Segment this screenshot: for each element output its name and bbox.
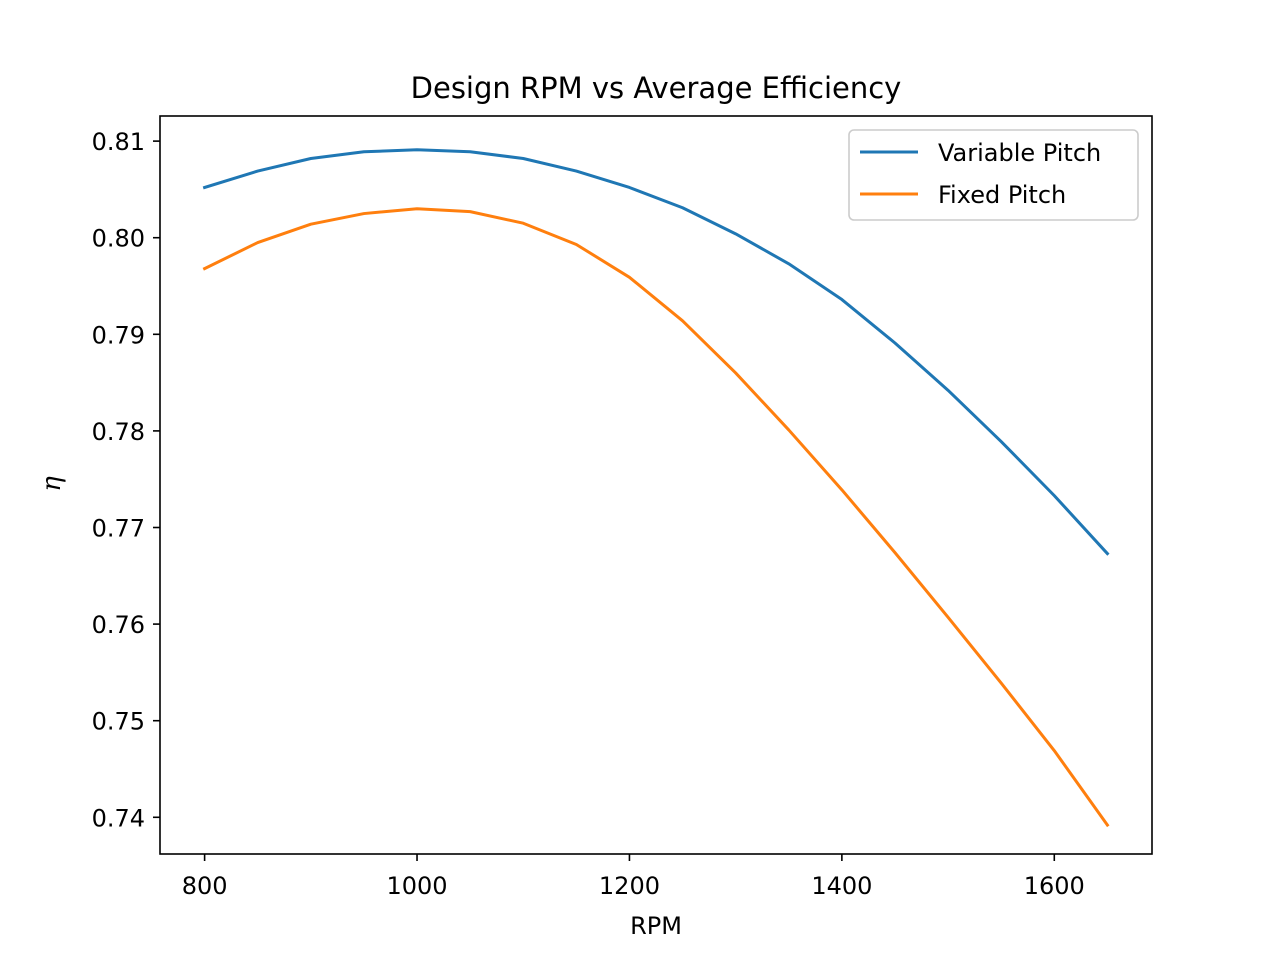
x-tick-label: 800 (182, 872, 228, 900)
y-tick-label: 0.81 (92, 128, 145, 156)
y-axis-label: η (37, 476, 67, 492)
legend: Variable Pitch Fixed Pitch (848, 129, 1139, 221)
y-tick-label: 0.74 (92, 804, 145, 832)
x-tick-label: 1400 (811, 872, 872, 900)
chart-title: Design RPM vs Average Efficiency (411, 71, 902, 105)
y-tick-label: 0.75 (92, 708, 145, 736)
x-tick-label: 1600 (1024, 872, 1085, 900)
y-tick-label: 0.80 (92, 225, 145, 253)
x-tick-label: 1000 (386, 872, 447, 900)
plot-frame (159, 115, 1153, 855)
series-layer (202, 148, 1110, 828)
x-axis-ticks: 800 1000 1200 1400 1600 (182, 854, 1085, 900)
y-tick-label: 0.78 (92, 418, 145, 446)
legend-box (848, 129, 1139, 221)
y-tick-label: 0.76 (92, 611, 145, 639)
x-axis-label: RPM (630, 912, 682, 940)
legend-label: Variable Pitch (938, 139, 1101, 167)
x-tick-label: 1200 (599, 872, 660, 900)
y-tick-label: 0.77 (92, 515, 145, 543)
series-line-1 (202, 148, 1110, 556)
series-line-2 (202, 207, 1110, 828)
y-axis-ticks: 0.74 0.75 0.76 0.77 0.78 0.79 0.80 0.81 (92, 128, 160, 832)
y-tick-label: 0.79 (92, 321, 145, 349)
legend-label: Fixed Pitch (938, 181, 1066, 209)
